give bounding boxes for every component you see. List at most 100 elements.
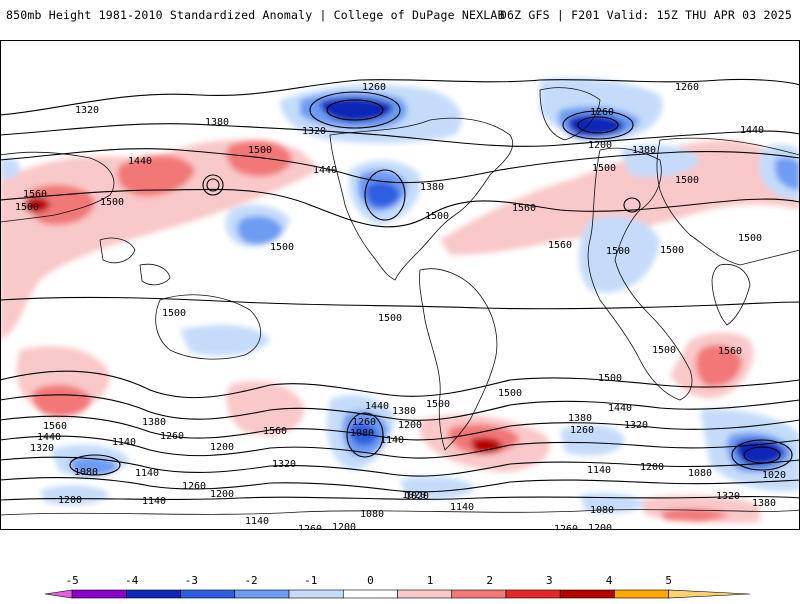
contour-label: 1260 bbox=[362, 82, 386, 93]
contour-label: 1320 bbox=[302, 126, 326, 137]
contour-label: 1440 bbox=[37, 432, 61, 443]
colorbar-segment bbox=[71, 589, 127, 599]
colorbar-segment bbox=[234, 589, 290, 599]
contour-label: 1140 bbox=[380, 435, 404, 446]
contour-label: 1320 bbox=[716, 491, 740, 502]
contour-label: 1320 bbox=[75, 105, 99, 116]
contour-label: 1380 bbox=[568, 413, 592, 424]
colorbar-segment bbox=[342, 589, 398, 599]
contour-label: 1080 bbox=[360, 509, 384, 520]
contour-label: 1200 bbox=[588, 523, 612, 530]
contour-label: 1200 bbox=[210, 442, 234, 453]
contour-label: 1500 bbox=[675, 175, 699, 186]
contour-label: 1080 bbox=[590, 505, 614, 516]
contour-label: 1200 bbox=[588, 140, 612, 151]
contour-label: 1380 bbox=[632, 145, 656, 156]
contour-label: 1500 bbox=[270, 242, 294, 253]
contour-label: 1500 bbox=[15, 202, 39, 213]
contour-label: 1260 bbox=[675, 82, 699, 93]
contour-label: 1200 bbox=[58, 495, 82, 506]
coastlines bbox=[0, 87, 800, 516]
contour-label: 1440 bbox=[740, 125, 764, 136]
colorbar-segment bbox=[451, 589, 507, 599]
anomaly-map: 1320 1380 1260 1320 1260 1260 1200 1380 … bbox=[0, 40, 800, 530]
contour-label: 1500 bbox=[162, 308, 186, 319]
colorbar-tick-label: -3 bbox=[185, 574, 198, 587]
contour-label: 1380 bbox=[392, 406, 416, 417]
run-info: 06Z GFS | F201 Valid: 15Z THU APR 03 202… bbox=[499, 8, 792, 22]
contour-label: 1140 bbox=[245, 516, 269, 527]
contour-label: 1260 bbox=[160, 431, 184, 442]
contour-label: 1260 bbox=[590, 107, 614, 118]
contour-label: 1500 bbox=[592, 163, 616, 174]
contour-label: 1500 bbox=[652, 345, 676, 356]
contour-label: 1260 bbox=[182, 481, 206, 492]
colorbar-segment bbox=[668, 589, 751, 599]
contour-label: 1320 bbox=[30, 443, 54, 454]
contour-label: 1140 bbox=[450, 502, 474, 513]
colorbar-segment bbox=[397, 589, 453, 599]
colorbar-segment bbox=[505, 589, 561, 599]
contour-label: 1260 bbox=[352, 417, 376, 428]
colorbar-tick-label: -5 bbox=[65, 574, 78, 587]
height-contours bbox=[0, 78, 800, 501]
contour-label: 1080 bbox=[74, 467, 98, 478]
colorbar-tick-label: 0 bbox=[367, 574, 374, 587]
contour-label: 1080 bbox=[688, 468, 712, 479]
contour-label: 1440 bbox=[128, 156, 152, 167]
contour-labels: 1320 1380 1260 1320 1260 1260 1200 1380 … bbox=[15, 82, 786, 530]
contour-label: 1080 bbox=[350, 428, 374, 439]
colorbar-tick-label: 3 bbox=[546, 574, 553, 587]
contour-label: 1380 bbox=[420, 182, 444, 193]
anomaly-shading bbox=[0, 78, 800, 524]
colorbar-tick-label: -4 bbox=[125, 574, 139, 587]
contour-label: 1500 bbox=[378, 313, 402, 324]
colorbar-segments bbox=[44, 589, 751, 599]
contour-label: 1260 bbox=[298, 524, 322, 530]
contour-label: 1560 bbox=[263, 426, 287, 437]
contour-label: 1200 bbox=[210, 489, 234, 500]
contour-label: 1500 bbox=[248, 145, 272, 156]
contour-label: 1560 bbox=[23, 189, 47, 200]
colorbar-tick-label: 4 bbox=[606, 574, 613, 587]
colorbar-segment bbox=[44, 589, 73, 599]
colorbar-tick-label: -2 bbox=[244, 574, 257, 587]
contour-label: 1500 bbox=[425, 211, 449, 222]
contour-label: 1200 bbox=[640, 462, 664, 473]
map-title: 850mb Height 1981-2010 Standardized Anom… bbox=[6, 8, 505, 22]
colorbar-tick-label: 5 bbox=[665, 574, 672, 587]
colorbar: -5 -4 -3 -2 -1 0 1 2 3 4 5 bbox=[0, 560, 800, 600]
contour-label: 1380 bbox=[142, 417, 166, 428]
contour-label: 1500 bbox=[606, 246, 630, 257]
contour-label: 1200 bbox=[332, 522, 356, 530]
contour-label: 1500 bbox=[660, 245, 684, 256]
contour-label: 1380 bbox=[205, 117, 229, 128]
contour-label: 1140 bbox=[142, 496, 166, 507]
contour-label: 1200 bbox=[398, 420, 422, 431]
contour-label: 1560 bbox=[43, 421, 67, 432]
colorbar-tick-label: 2 bbox=[486, 574, 493, 587]
colorbar-ticks: -5 -4 -3 -2 -1 0 1 2 3 4 5 bbox=[65, 574, 671, 587]
contour-label: 1140 bbox=[587, 465, 611, 476]
contour-label: 1320 bbox=[272, 459, 296, 470]
contour-label: 1500 bbox=[426, 399, 450, 410]
contour-label: 1440 bbox=[365, 401, 389, 412]
colorbar-segment bbox=[126, 589, 181, 599]
contour-label: 1500 bbox=[598, 373, 622, 384]
contour-label: 1020 bbox=[402, 490, 426, 501]
colorbar-tick-label: -1 bbox=[304, 574, 317, 587]
contour-label: 1560 bbox=[718, 346, 742, 357]
colorbar-segment bbox=[180, 589, 236, 599]
contour-label: 1500 bbox=[100, 197, 124, 208]
contour-label: 1140 bbox=[112, 437, 136, 448]
contour-label: 1500 bbox=[738, 233, 762, 244]
contour-label: 1020 bbox=[405, 491, 429, 502]
contour-label: 1440 bbox=[313, 165, 337, 176]
contour-label: 1260 bbox=[554, 524, 578, 530]
contour-label: 1440 bbox=[608, 403, 632, 414]
colorbar-segment bbox=[288, 589, 344, 599]
contour-label: 1260 bbox=[570, 425, 594, 436]
contour-label: 1500 bbox=[498, 388, 522, 399]
colorbar-segment bbox=[559, 589, 615, 599]
contour-label: 1320 bbox=[624, 420, 648, 431]
